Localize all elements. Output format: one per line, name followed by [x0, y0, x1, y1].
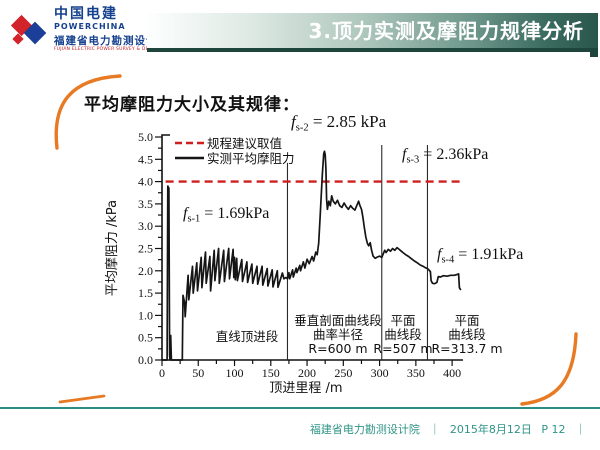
powerchina-logo: 中国电建 POWERCHINA 福建省电力勘测设计院 FUJIAN ELECTR… [10, 7, 187, 57]
decor-arc-bottom-right [520, 332, 578, 406]
chart-dynamic-layer [162, 145, 462, 361]
section-label-vertical-curve: 垂直剖面曲线段曲率半径 R=600 m [294, 313, 382, 356]
annotation-fs2: fs-2 = 2.85 kPa [291, 112, 387, 134]
axis-ticks: 0 50 100 150 200 250 300 350 400 0.0 0.5 1.0 1.5 2.0 2… [138, 130, 461, 380]
footer-institute: 福建省电力勘测设计院 [309, 423, 420, 436]
y-tick-label: 0.5 [138, 331, 153, 345]
title-bar-notch [590, 52, 598, 57]
section-label-plane-curve-507: 平面曲线段 R=507 m [373, 313, 432, 356]
x-tick-label: 100 [226, 366, 244, 380]
section-label-straight: 直线顶进段 [216, 329, 279, 344]
x-tick-label: 50 [192, 366, 204, 380]
chart-axes [161, 134, 463, 361]
legend: 规程建议取值 实测平均摩阻力 [175, 136, 295, 166]
x-tick-label: 150 [262, 366, 280, 380]
x-tick-label: 350 [407, 366, 425, 380]
y-axis-title: 平均摩阻力 /kPa [104, 200, 120, 296]
slide-title-bar: 3.顶力实测及摩阻力规律分析 [147, 13, 598, 57]
y-tick-label: 4.0 [138, 175, 153, 189]
x-tick-label: 300 [371, 366, 389, 380]
section-label-plane-curve-313: 平面曲线段 R=313.7 m [431, 313, 502, 356]
y-tick-label: 4.5 [138, 152, 153, 166]
x-axis-title: 顶进里程 /m [269, 381, 342, 396]
section-heading: 平均摩阻力大小及其规律： [84, 95, 300, 115]
footer: 福建省电力勘测设计院 ｜ 2015年8月12日 P 12 ｜ [304, 421, 586, 437]
decor-arc-top-left [54, 74, 122, 150]
logo-name-cn: 中国电建 [54, 6, 118, 22]
y-tick-label: 1.5 [138, 286, 153, 300]
measured-friction-line [162, 150, 462, 361]
legend-label-reference: 规程建议取值 [207, 136, 282, 151]
footer-separator: ｜ [575, 423, 586, 436]
y-tick-label: 2.5 [138, 242, 153, 256]
footer-date: 2015年8月12日 [449, 423, 532, 436]
x-tick-label: 0 [159, 366, 165, 380]
logo-name-en: POWERCHINA [54, 22, 126, 31]
footer-page-number: P 12 [541, 423, 566, 436]
y-tick-label: 0.0 [138, 353, 153, 367]
footer-separator: ｜ [429, 423, 441, 436]
slide-title: 3.顶力实测及摩阻力规律分析 [308, 19, 584, 43]
annotation-fs3: fs-3 = 2.36kPa [402, 146, 488, 166]
annotation-fs4: fs-4 = 1.91kPa [437, 246, 523, 266]
annotation-fs1: fs-1 = 1.69kPa [183, 205, 269, 225]
y-tick-label: 3.0 [138, 219, 153, 233]
x-tick-label: 400 [443, 366, 461, 380]
footer-divider [0, 407, 600, 409]
y-tick-label: 3.5 [138, 197, 153, 211]
decor-arc-bottom-left [58, 394, 106, 404]
x-tick-label: 250 [334, 366, 352, 380]
logo-institute: 福建省电力勘测设计院 [54, 35, 169, 47]
x-tick-label: 200 [298, 366, 316, 380]
logo-institute-en: FUJIAN ELECTRIC POWER SURVEY & DESIGN IN… [54, 47, 188, 52]
y-tick-label: 2.0 [138, 264, 153, 278]
legend-label-measured: 实测平均摩阻力 [207, 151, 295, 166]
y-tick-label: 5.0 [138, 130, 153, 144]
y-tick-label: 1.0 [138, 308, 153, 322]
